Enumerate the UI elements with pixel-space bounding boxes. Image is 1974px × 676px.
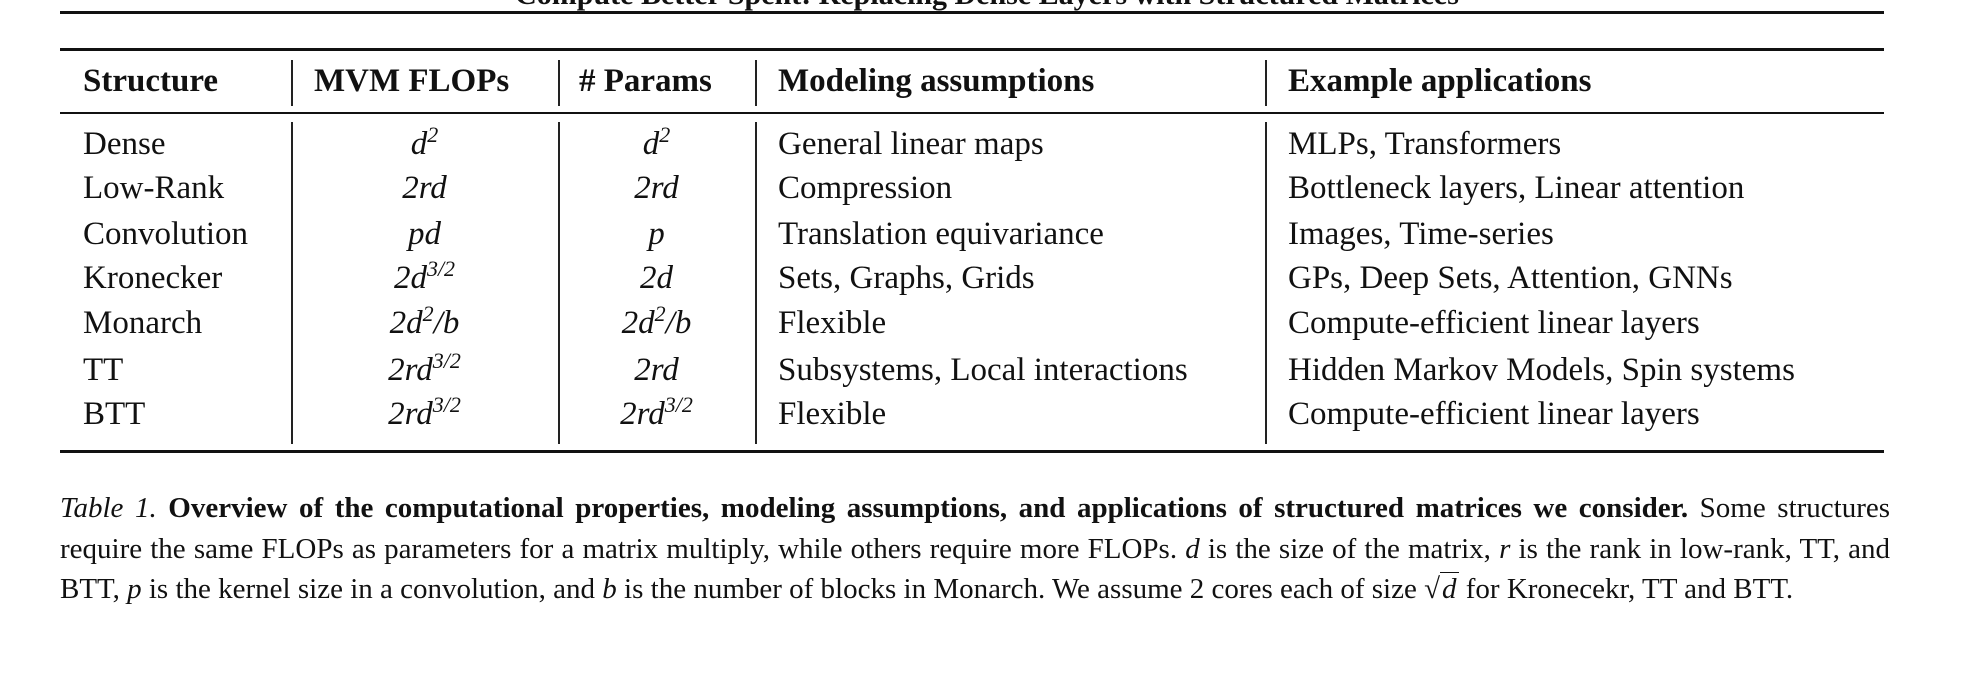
column-header: Structure — [83, 63, 219, 99]
cell-applications: Hidden Markov Models, Spin systems — [1288, 352, 1795, 388]
cell-assumptions: General linear maps — [778, 126, 1044, 162]
cell-applications: MLPs, Transformers — [1288, 126, 1562, 162]
cell-params: 2rd3/2 — [558, 394, 755, 434]
var-d: d — [1185, 532, 1200, 565]
cell-params: 2rd — [558, 350, 755, 390]
table-top-rule — [60, 48, 1884, 51]
flops-base: 2d — [393, 260, 427, 296]
var-r: r — [1499, 532, 1511, 565]
params-base: 2rd — [634, 170, 679, 206]
running-title: Compute Better Spent: Replacing Dense La… — [0, 0, 1974, 12]
params-base: 2rd — [634, 352, 679, 388]
flops-tail: /b — [433, 305, 460, 341]
params-base: 2d — [640, 260, 673, 296]
cell-structure: Monarch — [83, 305, 203, 341]
top-rule — [60, 11, 1884, 14]
params-base: d — [642, 126, 660, 162]
caption-text: is the number of blocks in Monarch. We a… — [624, 573, 1417, 605]
cell-params: 2d2/b — [558, 303, 755, 343]
flops-exponent: 3/2 — [432, 348, 461, 373]
cell-applications: GPs, Deep Sets, Attention, GNNs — [1288, 260, 1733, 296]
flops-exponent: 2 — [422, 301, 434, 326]
cell-applications: Compute-efficient linear layers — [1288, 305, 1700, 341]
cell-assumptions: Flexible — [778, 305, 887, 341]
params-tail: /b — [665, 305, 692, 341]
column-divider — [755, 122, 757, 444]
header-rule — [60, 112, 1884, 114]
var-p: p — [127, 573, 142, 605]
params-exponent: 2 — [659, 122, 671, 147]
cell-assumptions: Sets, Graphs, Grids — [778, 260, 1035, 296]
cell-structure: Kronecker — [83, 260, 223, 296]
column-divider — [1265, 122, 1267, 444]
column-divider — [755, 60, 757, 106]
cell-structure: TT — [83, 352, 124, 388]
cell-flops: d2 — [291, 124, 558, 164]
cell-assumptions: Translation equivariance — [778, 216, 1104, 252]
cell-flops: 2d3/2 — [291, 258, 558, 298]
flops-base: 2rd — [388, 352, 433, 388]
cell-flops: 2rd3/2 — [291, 394, 558, 434]
flops-base: d — [410, 126, 428, 162]
cell-params: 2rd — [558, 168, 755, 208]
cell-applications: Compute-efficient linear layers — [1288, 396, 1700, 432]
cell-params: 2d — [558, 258, 755, 298]
caption-text: Some structures require the same FLOPs a… — [60, 492, 1891, 565]
flops-base: 2d — [389, 305, 423, 341]
cell-structure: Convolution — [83, 216, 249, 252]
params-exponent: 2 — [654, 301, 666, 326]
cell-applications: Images, Time-series — [1288, 216, 1554, 252]
cell-params: d2 — [558, 124, 755, 164]
flops-exponent: 3/2 — [426, 256, 456, 281]
cell-flops: 2d2/b — [291, 303, 558, 343]
column-divider — [558, 60, 560, 106]
cell-structure: BTT — [83, 396, 146, 432]
caption-bold: Overview of the computational properties… — [168, 492, 1689, 524]
flops-base: 2rd — [402, 170, 447, 206]
column-header: Example applications — [1288, 63, 1592, 99]
caption-label: Table 1. — [60, 492, 157, 524]
flops-exponent: 3/2 — [432, 392, 461, 417]
cell-flops: pd — [291, 214, 558, 254]
var-b: b — [602, 573, 617, 605]
table-caption: Table 1. Overview of the computational p… — [60, 488, 1890, 610]
column-header: # Params — [579, 63, 712, 99]
cell-applications: Bottleneck layers, Linear attention — [1288, 170, 1745, 206]
column-divider — [291, 122, 293, 444]
caption-text: for Kronecekr, TT and BTT. — [1465, 573, 1794, 605]
cell-structure: Low-Rank — [83, 170, 225, 206]
cell-params: p — [558, 214, 755, 254]
params-exponent: 3/2 — [664, 392, 693, 417]
flops-exponent: 2 — [427, 122, 439, 147]
column-divider — [558, 122, 560, 444]
params-base: 2rd — [620, 396, 665, 432]
cell-assumptions: Subsystems, Local interactions — [778, 352, 1188, 388]
params-base: 2d — [621, 305, 655, 341]
params-base: p — [648, 216, 665, 252]
caption-text: is the kernel size in a convolution, and — [148, 573, 596, 605]
caption-text: is the rank in low-rank, TT, and BTT, — [60, 532, 1890, 606]
column-divider — [1265, 60, 1267, 106]
cell-assumptions: Flexible — [778, 396, 887, 432]
column-divider — [291, 60, 293, 106]
cell-flops: 2rd3/2 — [291, 350, 558, 390]
sqrt-sign: √ — [1424, 573, 1441, 605]
sqrt-d: √d — [1424, 569, 1459, 610]
column-header: MVM FLOPs — [314, 63, 510, 99]
sqrt-arg: d — [1440, 572, 1459, 605]
cell-assumptions: Compression — [778, 170, 953, 206]
flops-base: pd — [408, 216, 441, 252]
cell-flops: 2rd — [291, 168, 558, 208]
cell-structure: Dense — [83, 126, 166, 162]
flops-base: 2rd — [388, 396, 433, 432]
table-bottom-rule — [60, 450, 1884, 453]
column-header: Modeling assumptions — [778, 63, 1095, 99]
caption-text: is the size of the matrix, — [1207, 532, 1491, 565]
